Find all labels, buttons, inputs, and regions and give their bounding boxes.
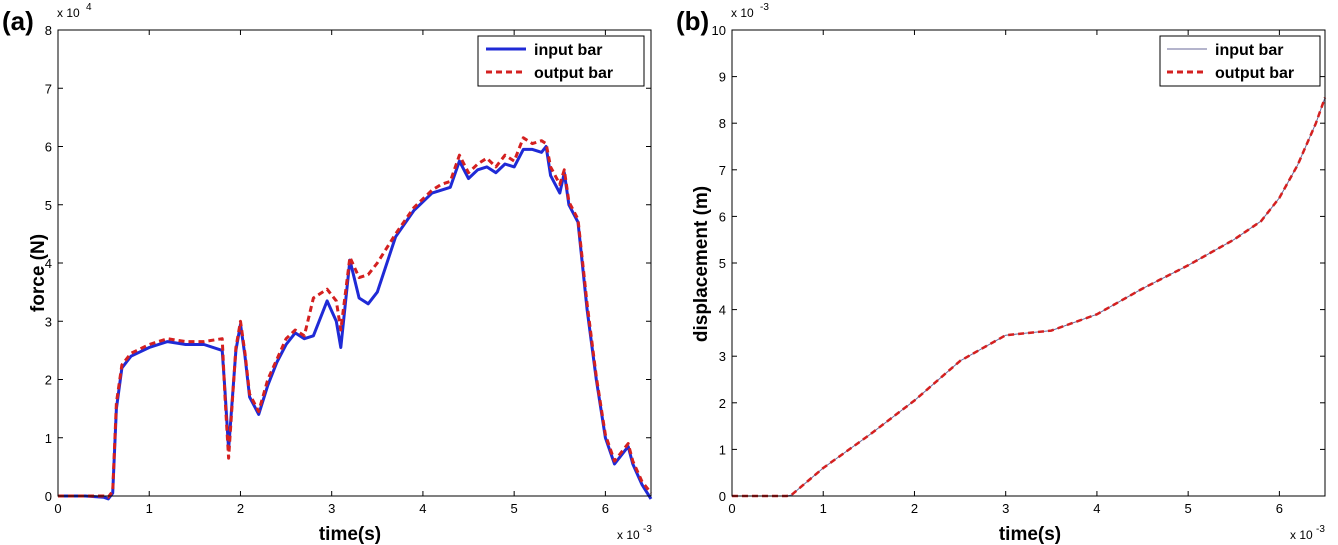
y-tick-label: 2 bbox=[719, 396, 726, 411]
x-tick-label: 4 bbox=[419, 501, 426, 516]
y-tick-label: 5 bbox=[719, 256, 726, 271]
panel-b-legend: input bar output bar bbox=[1159, 35, 1321, 87]
panel-b-y-multiplier-text: x 10 bbox=[731, 6, 754, 20]
x-tick-label: 3 bbox=[1002, 501, 1009, 516]
panel-b-y-multiplier: x 10 -3 bbox=[731, 2, 769, 20]
panel-a-ticks: 0 1 2 3 4 5 6 0 1 2 3 4 5 6 7 8 bbox=[45, 23, 651, 516]
y-tick-label: 6 bbox=[719, 209, 726, 224]
y-tick-label: 8 bbox=[45, 23, 52, 38]
x-tick-label: 1 bbox=[820, 501, 827, 516]
panel-b-legend-input-label: input bar bbox=[1215, 42, 1283, 59]
panel-b-ticks: 0 1 2 3 4 5 6 0 1 2 3 4 5 6 7 8 9 10 bbox=[712, 23, 1325, 516]
panel-b-plot-frame bbox=[731, 29, 1326, 497]
panel-a-label: (a) bbox=[2, 6, 34, 36]
y-tick-label: 9 bbox=[719, 70, 726, 85]
panel-a-legend-input-label: input bar bbox=[534, 42, 602, 59]
y-tick-label: 4 bbox=[45, 256, 52, 271]
panel-b-x-axis-label: time(s) bbox=[999, 524, 1061, 545]
series-line-input-bar bbox=[732, 97, 1326, 497]
y-tick-label: 1 bbox=[45, 431, 52, 446]
panel-a-plot-frame bbox=[57, 29, 652, 497]
y-tick-label: 3 bbox=[719, 349, 726, 364]
x-tick-label: 0 bbox=[54, 501, 61, 516]
y-tick-label: 2 bbox=[45, 373, 52, 388]
panel-b-x-exponent-text: -3 bbox=[1316, 524, 1325, 535]
panel-b-y-exponent-text: -3 bbox=[760, 2, 769, 13]
panel-a-x-multiplier: x 10 -3 bbox=[617, 524, 652, 542]
panel-b-displacement-chart: (b) x 10 -3 x 10 -3 time(s) displacement… bbox=[676, 2, 1327, 545]
panel-b-y-axis-label: displacement (m) bbox=[691, 186, 712, 342]
x-tick-label: 2 bbox=[237, 501, 244, 516]
y-tick-label: 0 bbox=[719, 489, 726, 504]
panel-a-x-axis-label: time(s) bbox=[319, 524, 381, 545]
y-tick-label: 6 bbox=[45, 140, 52, 155]
panel-b-x-multiplier-text: x 10 bbox=[1290, 528, 1313, 542]
panel-b-x-multiplier: x 10 -3 bbox=[1290, 524, 1325, 542]
y-tick-label: 5 bbox=[45, 198, 52, 213]
x-tick-label: 5 bbox=[1185, 501, 1192, 516]
y-tick-label: 7 bbox=[719, 163, 726, 178]
panel-a-legend-output-label: output bar bbox=[534, 65, 613, 82]
x-tick-label: 6 bbox=[602, 501, 609, 516]
x-tick-label: 1 bbox=[146, 501, 153, 516]
panel-a-y-axis-label: force (N) bbox=[28, 234, 49, 312]
panel-a-legend: input bar output bar bbox=[477, 35, 645, 87]
panel-a-x-multiplier-text: x 10 bbox=[617, 528, 640, 542]
y-tick-label: 10 bbox=[712, 23, 726, 38]
panel-a-y-multiplier-text: x 10 bbox=[57, 6, 80, 20]
y-tick-label: 8 bbox=[719, 116, 726, 131]
x-tick-label: 3 bbox=[328, 501, 335, 516]
series-line-output-bar bbox=[58, 136, 653, 499]
panel-a-y-exponent-text: 4 bbox=[86, 2, 92, 13]
y-tick-label: 3 bbox=[45, 314, 52, 329]
panel-a-y-multiplier: x 10 4 bbox=[57, 2, 92, 20]
panel-b-series-lines bbox=[732, 97, 1327, 498]
y-tick-label: 1 bbox=[719, 442, 726, 457]
x-tick-label: 5 bbox=[511, 501, 518, 516]
panel-b-legend-output-label: output bar bbox=[1215, 65, 1294, 82]
panel-a-series-lines bbox=[58, 136, 653, 501]
series-line-output-bar bbox=[732, 97, 1327, 498]
y-tick-label: 7 bbox=[45, 81, 52, 96]
x-tick-label: 2 bbox=[911, 501, 918, 516]
x-tick-label: 4 bbox=[1093, 501, 1100, 516]
panel-b-legend-box bbox=[1159, 35, 1321, 87]
panel-a-x-exponent-text: -3 bbox=[643, 524, 652, 535]
y-tick-label: 4 bbox=[719, 303, 726, 318]
y-tick-label: 0 bbox=[45, 489, 52, 504]
panel-b-label: (b) bbox=[676, 6, 709, 36]
x-tick-label: 0 bbox=[728, 501, 735, 516]
x-tick-label: 6 bbox=[1276, 501, 1283, 516]
panel-a-force-chart: (a) x 10 4 x 10 -3 time(s) force (N) 0 1 2… bbox=[2, 2, 652, 545]
series-line-input-bar bbox=[58, 145, 653, 501]
panel-a-legend-box bbox=[477, 35, 645, 87]
